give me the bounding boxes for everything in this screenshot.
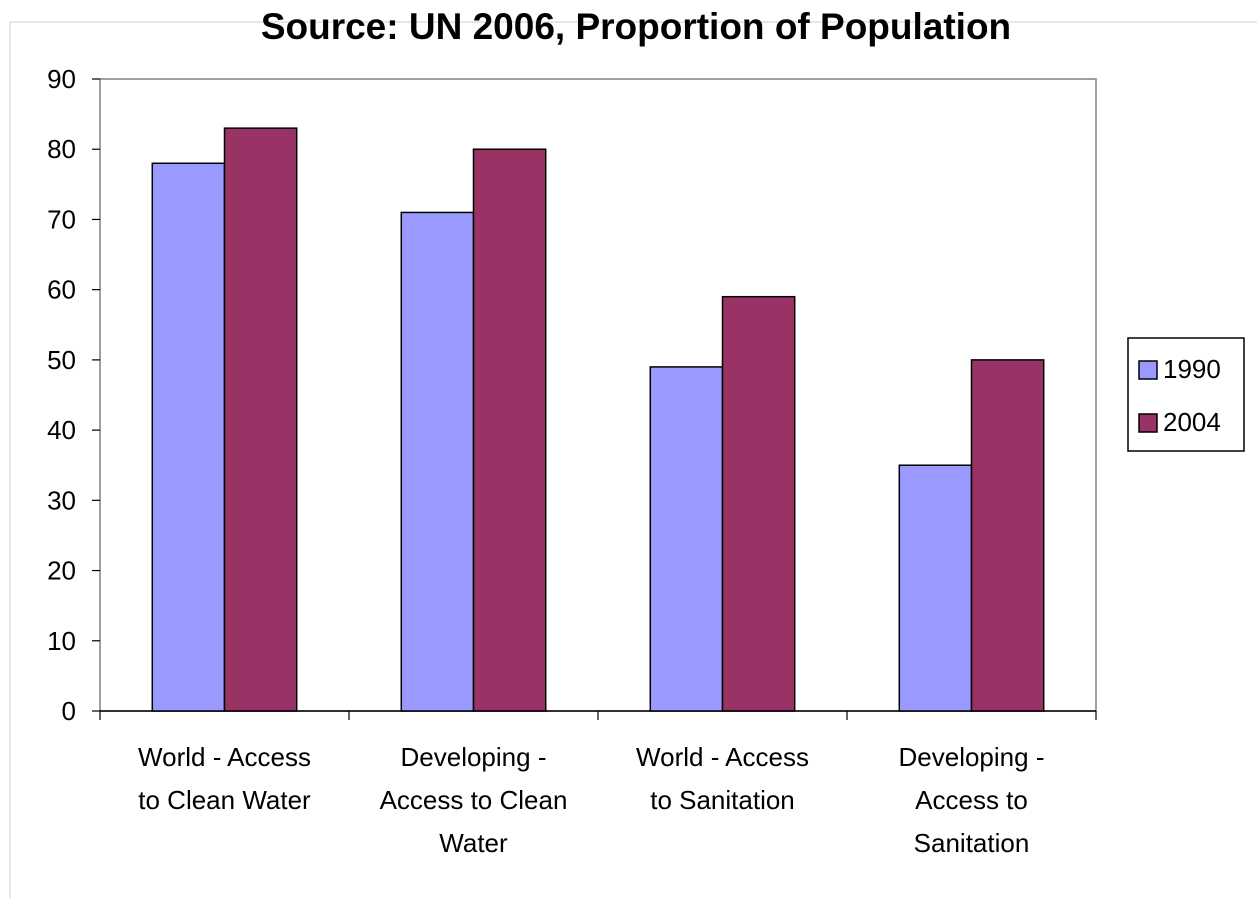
legend-label-2004: 2004 <box>1163 407 1221 437</box>
y-tick-label: 80 <box>47 134 76 164</box>
x-axis: World - Access to Clean Water Developing -… <box>99 710 1097 858</box>
y-axis: 0 10 20 30 40 50 60 70 80 90 <box>47 64 100 726</box>
x-tick-label: World - Access <box>138 742 311 772</box>
x-tick-label: Access to Clean <box>380 785 568 815</box>
x-tick-label: World - Access <box>636 742 809 772</box>
legend: 1990 2004 <box>1127 337 1245 452</box>
y-tick-label: 70 <box>47 204 76 234</box>
y-tick-label: 90 <box>47 64 76 94</box>
chart-title: Source: UN 2006, Proportion of Populatio… <box>261 6 1011 47</box>
y-tick-label: 30 <box>47 485 76 515</box>
legend-label-1990: 1990 <box>1163 354 1221 384</box>
bar-1990-3 <box>898 464 973 712</box>
bar-1990-2 <box>649 366 724 712</box>
x-tick-label: to Clean Water <box>138 785 311 815</box>
x-tick-label: Sanitation <box>914 828 1030 858</box>
bar-2004-1 <box>472 148 547 712</box>
y-tick-label: 60 <box>47 275 76 305</box>
bar-2004-3 <box>970 359 1045 712</box>
bar-2004-0 <box>223 127 298 712</box>
x-tick-label: Developing - <box>401 742 547 772</box>
bar-1990-1 <box>400 211 475 712</box>
x-tick-label: Access to <box>915 785 1028 815</box>
bar-2004-2 <box>721 295 796 712</box>
y-tick-label: 50 <box>47 345 76 375</box>
bar-1990-0 <box>151 162 226 712</box>
x-tick-label: Water <box>439 828 508 858</box>
legend-swatch-1990 <box>1138 360 1158 380</box>
legend-swatch-2004 <box>1138 413 1158 433</box>
y-tick-label: 0 <box>62 696 76 726</box>
y-tick-label: 20 <box>47 556 76 586</box>
bars <box>151 127 1045 712</box>
x-tick-label: to Sanitation <box>650 785 795 815</box>
y-tick-label: 40 <box>47 415 76 445</box>
y-tick-label: 10 <box>47 626 76 656</box>
x-tick-label: Developing - <box>899 742 1045 772</box>
